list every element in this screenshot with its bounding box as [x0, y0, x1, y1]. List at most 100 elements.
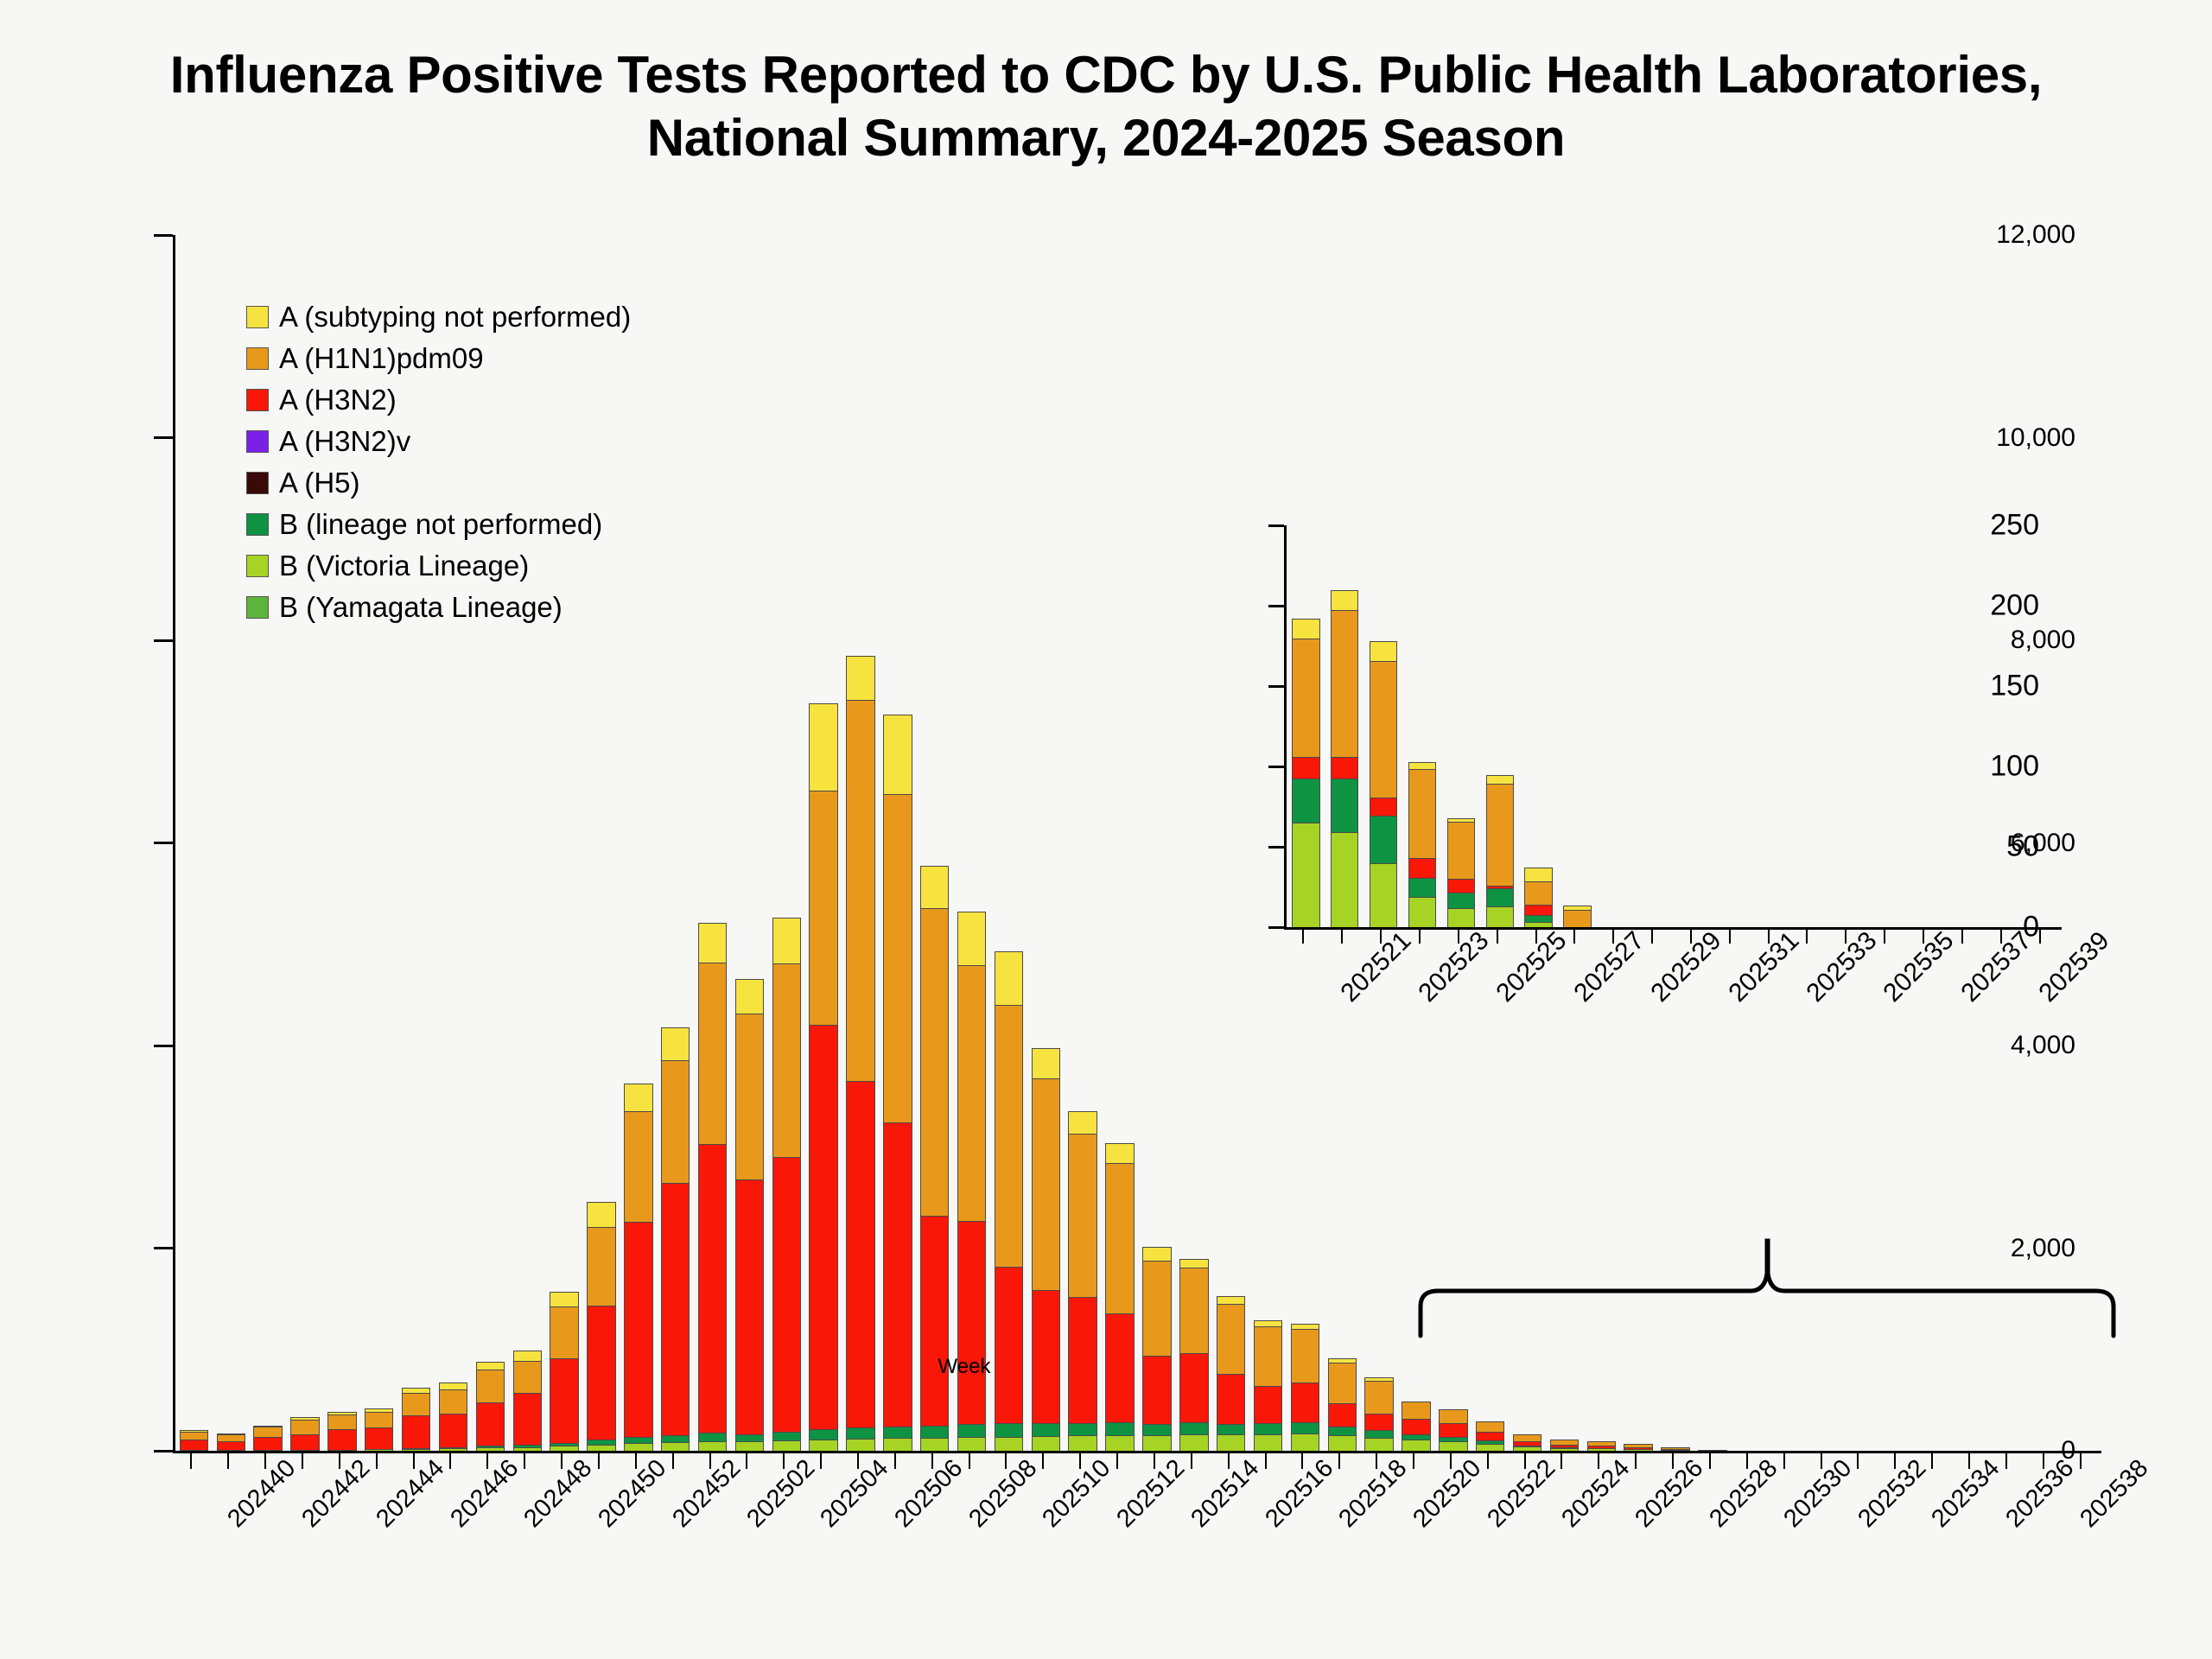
bar-segment — [1068, 1297, 1097, 1424]
bar-segment — [734, 1179, 765, 1435]
x-axis-tick — [1598, 1453, 1600, 1469]
title-line-1: Influenza Positive Tests Reported to CDC… — [169, 46, 2043, 104]
bar-segment — [734, 1441, 765, 1451]
bar-segment — [920, 1437, 950, 1451]
bar-segment — [253, 1450, 283, 1451]
bar-column — [697, 919, 728, 1451]
bar-column — [1369, 638, 1398, 927]
bar-column — [809, 700, 838, 1451]
x-axis-tick — [1672, 1453, 1675, 1469]
bar-segment — [1105, 1313, 1135, 1423]
bar-segment — [1439, 1440, 1468, 1451]
x-axis-tick — [1708, 1453, 1711, 1469]
bar-segment — [1524, 922, 1553, 927]
bar-segment — [772, 917, 801, 964]
bar-segment — [883, 1438, 912, 1451]
x-axis-tick — [486, 1453, 489, 1469]
bar-segment — [550, 1306, 579, 1360]
x-axis-tick — [1302, 930, 1305, 944]
bar-segment — [1364, 1376, 1394, 1382]
bar-column — [1549, 1436, 1580, 1451]
bar-segment — [772, 1156, 801, 1433]
legend-swatch-icon — [246, 306, 269, 328]
x-axis-tick-label: 202442 — [296, 1454, 376, 1534]
x-axis-tick — [375, 1453, 378, 1469]
bar-segment — [512, 1445, 542, 1448]
bar-segment — [1216, 1296, 1246, 1306]
x-axis-tick — [1523, 1453, 1526, 1469]
x-axis-tick — [1931, 1453, 1934, 1469]
x-axis-tick — [2042, 1453, 2044, 1469]
bar-segment — [1485, 783, 1514, 887]
legend-item-label: A (H5) — [279, 467, 360, 499]
bar-segment — [1031, 1289, 1061, 1424]
bar-segment — [438, 1413, 468, 1448]
bar-segment — [994, 1266, 1024, 1424]
bar-segment — [1512, 1434, 1542, 1443]
bar-segment — [475, 1361, 505, 1371]
bar-column — [1512, 1432, 1542, 1451]
x-axis-tick-label: 202528 — [1704, 1454, 1783, 1534]
bar-column — [1290, 1320, 1320, 1451]
bar-column — [1331, 587, 1359, 927]
bar-segment — [1408, 896, 1437, 927]
bar-segment — [1524, 905, 1553, 917]
x-axis-tick — [1486, 1453, 1489, 1469]
bar-segment — [1369, 862, 1398, 927]
bar-segment — [1485, 906, 1514, 927]
bar-segment — [660, 1434, 690, 1444]
bar-segment — [957, 912, 987, 967]
bar-segment — [846, 655, 875, 701]
y-axis-tick-label: 12,000 — [1996, 220, 2075, 249]
bar-segment — [697, 962, 728, 1145]
bar-segment — [290, 1434, 320, 1451]
y-axis-tick-label: 2,000 — [2010, 1233, 2075, 1262]
bar-segment — [1331, 589, 1359, 611]
x-axis-tick-label: 202506 — [889, 1454, 969, 1534]
y-axis-tick — [154, 436, 173, 439]
bar-segment — [624, 1110, 653, 1223]
bar-segment — [327, 1414, 357, 1430]
bar-segment — [475, 1447, 505, 1451]
bar-segment — [327, 1449, 357, 1451]
x-axis-tick — [931, 1453, 933, 1469]
legend-item-label: A (H3N2)v — [279, 425, 411, 457]
bar-segment — [1549, 1448, 1580, 1451]
bar-segment — [512, 1446, 542, 1451]
bar-segment — [290, 1416, 320, 1421]
bar-segment — [1216, 1423, 1246, 1435]
x-axis-tick — [1341, 930, 1344, 944]
legend-item: A (H5) — [246, 467, 631, 499]
bar-segment — [624, 1221, 653, 1438]
bar-segment — [1408, 761, 1437, 771]
inset-bar-group — [1287, 525, 2062, 927]
bar-segment — [1331, 609, 1359, 758]
bar-column — [1216, 1293, 1246, 1451]
bar-segment — [1485, 774, 1514, 785]
bar-column — [290, 1414, 320, 1451]
bar-segment — [1408, 769, 1437, 860]
y-axis-tick — [154, 842, 173, 844]
bar-column — [1105, 1140, 1135, 1451]
y-axis-tick-label: 200 — [1990, 588, 2039, 622]
x-axis-tick-label: 202512 — [1111, 1454, 1191, 1534]
bar-segment — [1485, 887, 1514, 907]
bar-column — [438, 1379, 468, 1451]
bar-segment — [1179, 1422, 1209, 1436]
bar-segment — [550, 1442, 579, 1447]
bar-column — [1179, 1255, 1209, 1451]
bar-segment — [1068, 1422, 1097, 1437]
bar-segment — [1292, 823, 1320, 927]
legend-item-label: B (lineage not performed) — [279, 508, 603, 540]
main-x-axis-label: Week — [938, 1355, 991, 1378]
bar-segment — [1369, 641, 1398, 663]
bar-segment — [1524, 868, 1553, 883]
x-axis-tick-label: 202510 — [1037, 1454, 1116, 1534]
legend-item: A (H3N2)v — [246, 425, 631, 457]
bar-segment — [1476, 1421, 1505, 1433]
y-axis-tick-label: 50 — [2006, 830, 2039, 863]
bar-segment — [1402, 1434, 1431, 1441]
bar-segment — [401, 1415, 431, 1450]
x-axis-tick — [1005, 1453, 1007, 1469]
bar-segment — [1512, 1441, 1542, 1446]
